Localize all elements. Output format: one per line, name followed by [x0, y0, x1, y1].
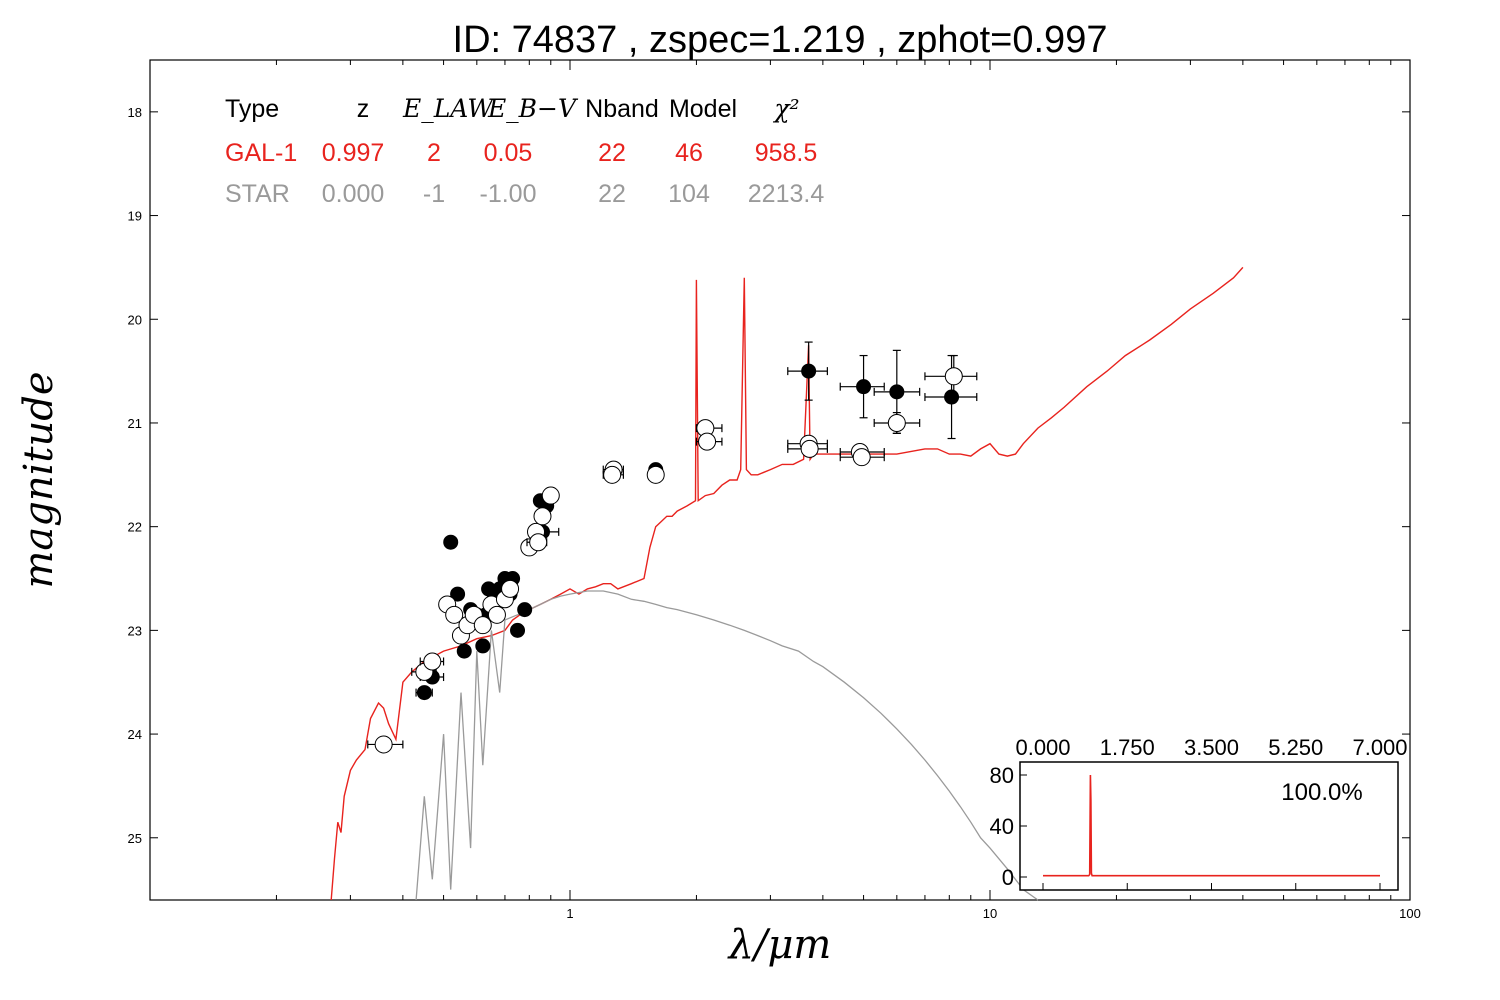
inset-x-tick-label: 7.000	[1352, 735, 1407, 760]
data-point-filled	[456, 643, 472, 659]
data-point-open	[501, 579, 520, 598]
data-point-filled	[517, 602, 533, 618]
data-point-open	[646, 465, 665, 484]
table-header: χ²	[772, 94, 799, 123]
inset-y-tick-label: 0	[1002, 865, 1014, 890]
data-point-open	[603, 465, 622, 484]
table-cell: 0.000	[322, 180, 385, 208]
y-tick-label: 22	[128, 520, 142, 535]
data-point-filled	[889, 384, 905, 400]
redshift-pdf-inset: 100.0% 0.000 1.750 3.500 5.250 7.000 0 40 80	[990, 735, 1408, 891]
data-point-open	[423, 652, 442, 671]
data-point-open	[473, 616, 492, 635]
data-point-filled	[475, 638, 491, 654]
y-tick-label: 21	[128, 416, 142, 431]
data-point-open	[698, 432, 717, 451]
inset-frame	[1019, 761, 1399, 891]
y-tick-label: 24	[128, 727, 142, 742]
table-cell: 0.997	[322, 139, 385, 167]
table-cell: 2213.4	[748, 180, 825, 208]
data-point-open	[374, 735, 393, 754]
data-point-open	[445, 605, 464, 624]
inset-x-tick-label: 1.750	[1100, 735, 1155, 760]
inset-y-tick-label: 40	[990, 814, 1014, 839]
table-header: Nband	[585, 95, 659, 123]
data-point-open	[529, 533, 548, 552]
data-point-open	[487, 605, 506, 624]
table-cell: -1.00	[480, 180, 537, 208]
y-tick-label: 19	[128, 209, 142, 224]
data-point-filled	[443, 534, 459, 550]
y-tick-label: 18	[128, 105, 142, 120]
x-tick-label: 100	[1399, 906, 1421, 921]
data-point-filled	[510, 622, 526, 638]
table-header: Model	[669, 95, 737, 123]
chart-title: ID: 74837 , zspec=1.219 , zphot=0.997	[453, 19, 1108, 61]
table-cell: 22	[598, 180, 626, 208]
table-cell: 104	[668, 180, 710, 208]
data-point-open	[533, 507, 552, 526]
x-axis-label: λ/μm	[727, 922, 832, 968]
table-header: Type	[225, 95, 279, 123]
table-cell: 2	[427, 139, 441, 167]
table-cell: STAR	[225, 180, 290, 208]
data-point-open	[541, 486, 560, 505]
y-axis-label: magnitude	[16, 371, 62, 588]
y-tick-label: 25	[128, 831, 142, 846]
table-header: z	[357, 95, 370, 123]
table-cell: GAL-1	[225, 139, 297, 167]
data-point-open	[944, 367, 963, 386]
inset-x-tick-label: 3.500	[1184, 735, 1239, 760]
data-point-filled	[856, 379, 872, 395]
data-point-open	[852, 448, 871, 467]
table-header: E_B−V	[487, 94, 579, 123]
table-cell: 0.05	[484, 139, 533, 167]
table-cell: -1	[423, 180, 445, 208]
series-line-star	[415, 590, 1039, 901]
inset-x-tick-label: 5.250	[1268, 735, 1323, 760]
data-point-filled	[801, 363, 817, 379]
table-header: E_LAW	[402, 94, 495, 123]
table-cell: 22	[598, 139, 626, 167]
data-point-open	[800, 439, 819, 458]
data-point-filled	[450, 586, 466, 602]
x-tick-label: 10	[983, 906, 997, 921]
table-cell: 46	[675, 139, 703, 167]
inset-y-tick-label: 80	[990, 763, 1014, 788]
data-point-filled	[416, 685, 432, 701]
x-tick-label: 1	[566, 906, 573, 921]
inset-x-tick-label: 0.000	[1015, 735, 1070, 760]
inset-pdf-line	[1043, 774, 1380, 877]
data-point-open	[887, 413, 906, 432]
y-tick-label: 23	[128, 623, 142, 638]
table-cell: 958.5	[755, 139, 818, 167]
inset-annotation: 100.0%	[1281, 779, 1362, 806]
plot-frame	[149, 59, 1411, 901]
y-tick-label: 20	[128, 312, 142, 327]
